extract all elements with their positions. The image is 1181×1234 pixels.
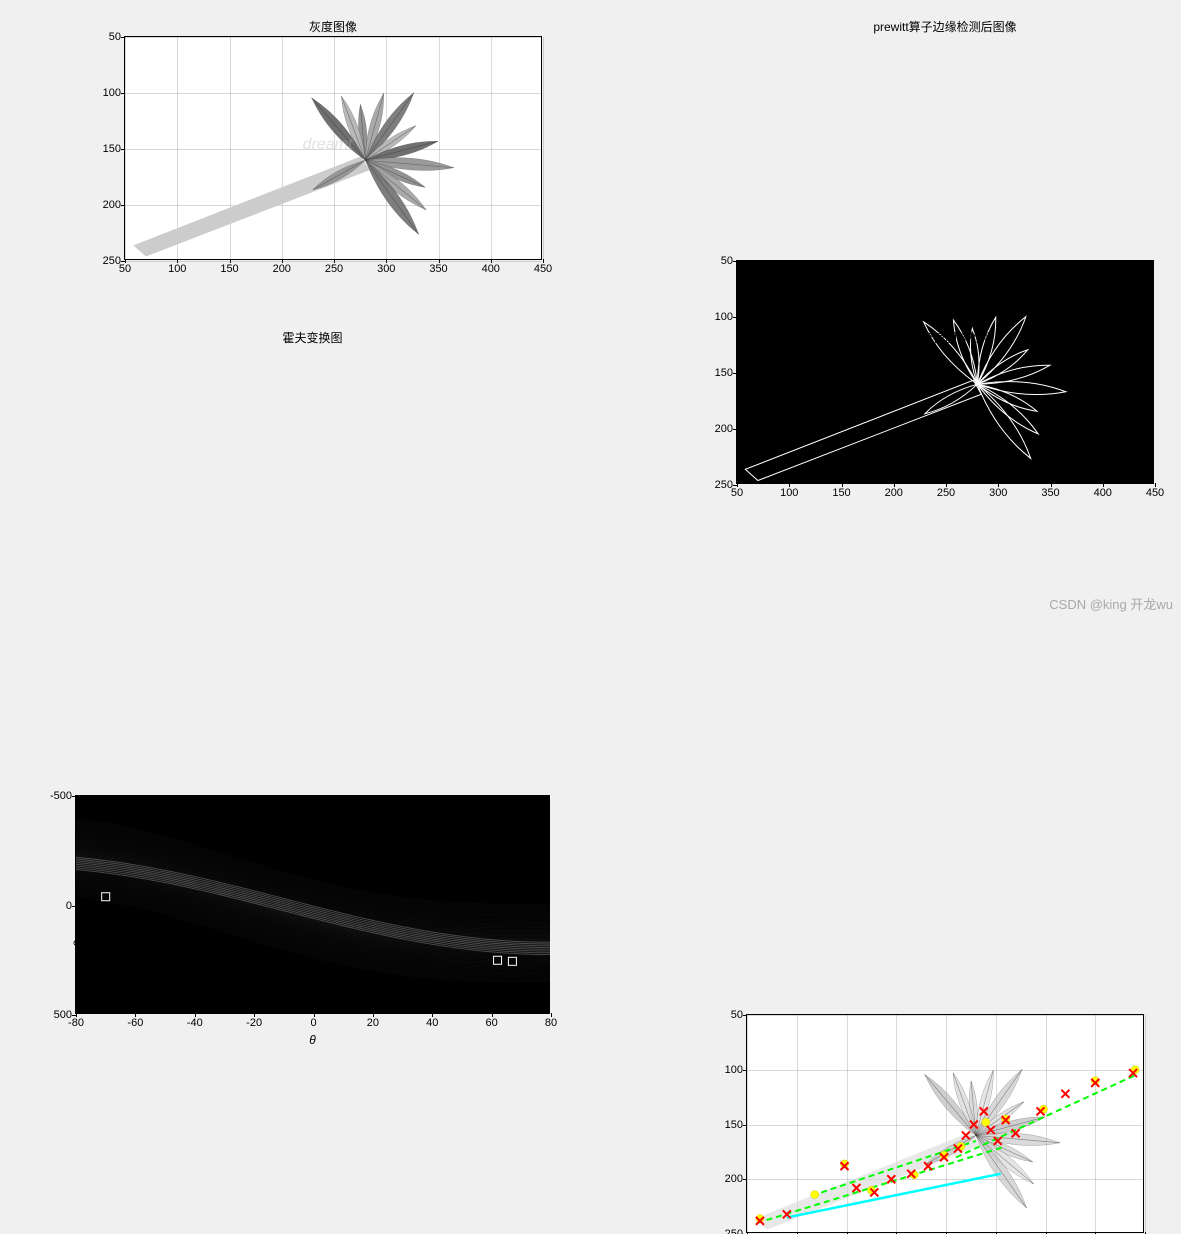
panel-detect-title: 霍夫变换图像检测	[746, 329, 1144, 350]
title-2: prewitt算子边缘检测后图像	[736, 18, 1154, 35]
plot-grayscale: 5010015020025030035040045050100150200250…	[124, 36, 542, 260]
title-1: 灰度图像	[124, 18, 542, 35]
panel-hough-title: 霍夫变换图	[75, 329, 550, 350]
title-4: 霍夫变换图像检测	[746, 329, 1144, 346]
plot-detect: 5010015020025030035040045050100150200250	[746, 1014, 1144, 1233]
plot-edge: 5010015020025030035040045050100150200250	[736, 260, 1154, 484]
panel-edge-title: prewitt算子边缘检测后图像	[736, 18, 1154, 39]
title-3: 霍夫变换图	[75, 329, 550, 346]
watermark-text: CSDN @king 开龙wu	[1049, 594, 1173, 613]
svg-text:dreamt: dreamt	[303, 136, 353, 153]
plot-hough: -80-60-40-20020406080-5000500θρ	[75, 795, 550, 1014]
